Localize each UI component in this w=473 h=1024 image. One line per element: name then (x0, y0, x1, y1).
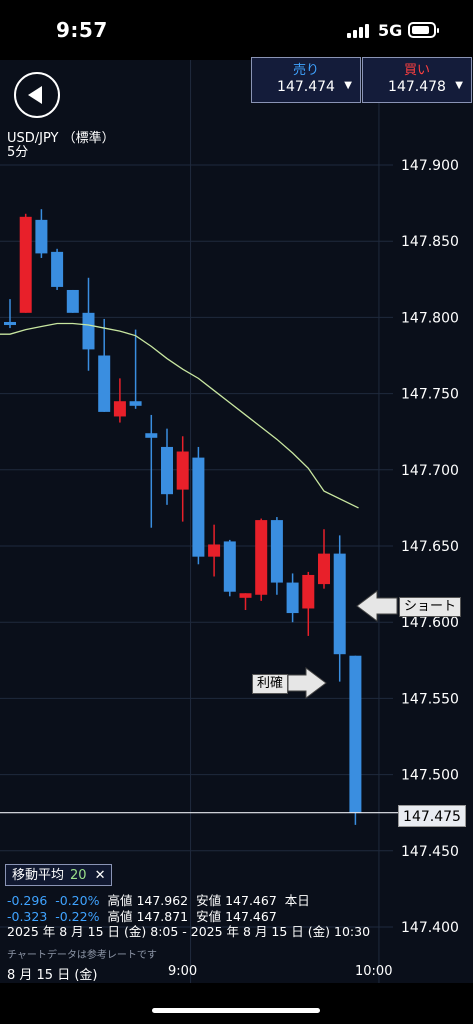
y-tick-label: 147.400 (401, 920, 459, 936)
change-value: -0.296 (7, 893, 48, 908)
candle-body (270, 520, 283, 583)
moving-average-toggle[interactable]: 移動平均 20 ✕ (5, 864, 113, 886)
y-tick-label: 147.750 (401, 387, 459, 403)
y-tick-label: 147.800 (401, 310, 459, 326)
chevron-down-icon: ▼ (455, 80, 463, 91)
candle-body (192, 457, 205, 557)
period-label: 本日 (284, 893, 310, 908)
high-value: 147.962 (136, 893, 189, 908)
buy-quote-button[interactable]: 買い 147.478 ▼ (362, 57, 472, 103)
candle-body (176, 451, 189, 490)
chevron-down-icon: ▼ (344, 80, 352, 91)
buy-price: 147.478 (388, 79, 446, 95)
current-price-flag: 147.475 (398, 805, 466, 827)
y-tick-label: 147.700 (401, 463, 459, 479)
low-value: 147.467 (225, 893, 277, 908)
signal-icon (347, 24, 371, 38)
candle-body (145, 433, 158, 438)
y-tick-label: 147.450 (401, 844, 459, 860)
symbol-info: USD/JPY （標準） 5分 (7, 132, 115, 160)
candle-body (51, 251, 64, 287)
change-value: -0.323 (7, 909, 48, 924)
high-value: 147.871 (136, 909, 189, 924)
sell-label: 売り (292, 63, 319, 78)
x-tick-label: 8 月 15 日 (金) (7, 968, 98, 983)
candle-body (349, 655, 362, 813)
candle-body (4, 321, 16, 326)
close-icon[interactable]: ✕ (94, 868, 106, 883)
disclaimer-note: チャートデータは参考レートです (7, 950, 157, 961)
short-label: ショート (399, 597, 462, 617)
y-tick-label: 147.550 (401, 691, 459, 707)
ma-label: 移動平均 (12, 868, 65, 883)
stats-row-today: -0.296 -0.20% 高値 147.962 安値 147.467 本日 (7, 893, 310, 908)
candle-body (35, 219, 48, 254)
x-tick-label: 10:00 (355, 964, 393, 979)
y-tick-label: 147.500 (401, 768, 459, 784)
x-tick-label: 9:00 (168, 964, 198, 979)
home-indicator (152, 1008, 320, 1013)
battery-icon (408, 22, 439, 38)
chart-area[interactable]: 147.900 147.850 147.800 147.750 147.700 147.6… (0, 60, 473, 983)
candle-body (19, 216, 32, 313)
high-label: 高値 (107, 893, 133, 908)
status-bar: 9:57 5G (0, 0, 473, 60)
candle-body (333, 553, 346, 655)
y-tick-label: 147.850 (401, 234, 459, 250)
sell-quote-button[interactable]: 売り 147.474 ▼ (251, 57, 361, 103)
date-range: 2025 年 8 月 15 日 (金) 8:05 - 2025 年 8 月 15… (7, 924, 371, 939)
stats-row-range: -0.323 -0.22% 高値 147.871 安値 147.467 (7, 909, 277, 924)
symbol-interval: 5分 (7, 145, 29, 160)
candle-body (208, 544, 221, 557)
change-percent: -0.20% (55, 893, 100, 908)
y-tick-label: 147.600 (401, 615, 459, 631)
candle-body (223, 541, 236, 592)
candlestick-chart[interactable]: 147.900 147.850 147.800 147.750 147.700 147.6… (0, 60, 473, 983)
moving-average-line (0, 322, 359, 509)
ma-period: 20 (70, 868, 87, 883)
y-tick-label: 147.900 (401, 158, 459, 174)
change-percent: -0.22% (55, 909, 100, 924)
candle-body (255, 520, 268, 595)
y-tick-label: 147.650 (401, 539, 459, 555)
back-button[interactable] (14, 72, 60, 118)
candle-body (82, 312, 95, 350)
candle-body (318, 553, 330, 585)
candle-body (302, 574, 315, 609)
candle-body (113, 401, 126, 417)
symbol-pair: USD/JPY （標準） (7, 131, 115, 146)
low-value: 147.467 (225, 909, 277, 924)
candle-body (161, 446, 173, 495)
low-label: 安値 (196, 893, 222, 908)
status-time: 9:57 (56, 18, 108, 42)
candle-body (129, 401, 142, 406)
high-label: 高値 (107, 909, 133, 924)
low-label: 安値 (196, 909, 222, 924)
candle-body (239, 593, 252, 598)
buy-label: 買い (403, 63, 430, 78)
sell-price: 147.474 (277, 79, 335, 95)
candle-body (98, 355, 111, 412)
candle-body (286, 582, 299, 614)
take-profit-label: 利確 (252, 674, 289, 694)
candle-body (66, 289, 79, 313)
network-type: 5G (378, 21, 403, 40)
